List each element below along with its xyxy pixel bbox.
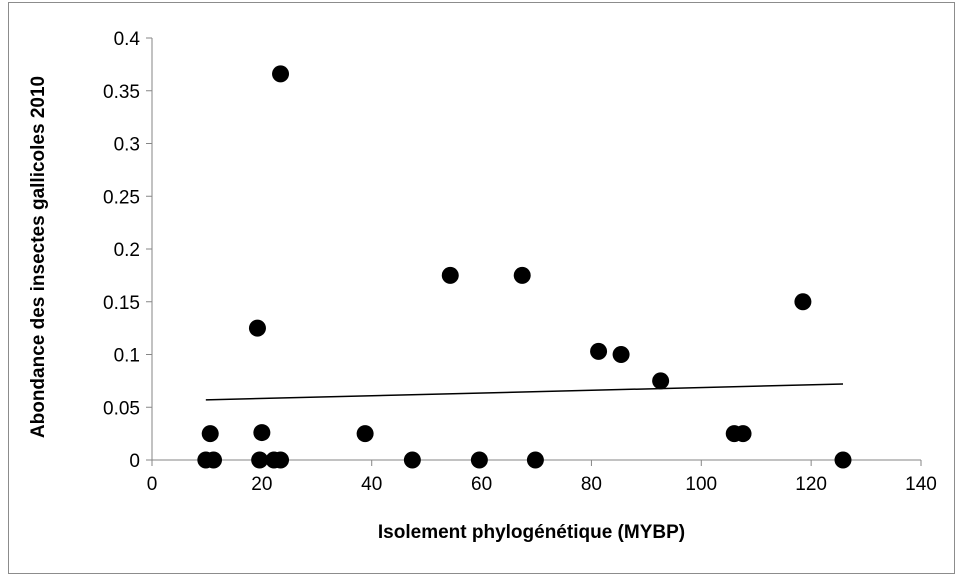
y-tick-label: 0.3 — [114, 135, 140, 156]
y-tick-label: 0.15 — [103, 293, 140, 314]
data-points — [197, 65, 852, 469]
x-tick-label: 80 — [581, 474, 602, 495]
x-tick-label: 140 — [905, 474, 937, 495]
data-point — [652, 372, 670, 390]
y-tick-label: 0.35 — [103, 82, 140, 103]
x-tick-label: 20 — [251, 474, 272, 495]
data-point — [734, 425, 752, 443]
data-point — [794, 293, 812, 311]
x-tick-label: 0 — [147, 474, 158, 495]
data-point — [513, 266, 531, 284]
data-point — [403, 451, 421, 469]
trendline — [205, 383, 844, 401]
x-tick-label: 60 — [471, 474, 492, 495]
data-point — [612, 346, 630, 363]
data-point — [834, 451, 852, 469]
data-point — [441, 266, 459, 284]
data-point — [205, 451, 223, 469]
data-point — [248, 319, 266, 337]
data-point — [590, 342, 608, 360]
data-point — [201, 425, 219, 443]
axes — [151, 38, 921, 461]
y-tick-label: 0.05 — [103, 398, 140, 419]
data-point — [272, 65, 290, 83]
x-tick-label: 40 — [361, 474, 382, 495]
x-tick-label: 120 — [795, 474, 827, 495]
data-point — [251, 451, 269, 469]
y-axis-title: Abondance des insectes gallicoles 2010 — [28, 76, 49, 438]
data-point — [272, 451, 290, 469]
y-tick-label: 0.2 — [114, 240, 140, 261]
data-point — [470, 451, 488, 469]
x-axis-title: Isolement phylogénétique (MYBP) — [378, 522, 685, 543]
y-tick-label: 0.25 — [103, 187, 140, 208]
chart-frame — [8, 2, 955, 574]
y-tick-label: 0.1 — [114, 346, 140, 367]
trendline-group — [205, 383, 844, 401]
y-axis-ticks: 0 0.05 0.1 0.15 0.2 0.25 0.3 0.35 0.4 — [103, 29, 152, 472]
y-tick-label: 0.4 — [114, 29, 141, 50]
x-tick-label: 100 — [685, 474, 717, 495]
data-point — [356, 425, 374, 443]
data-point — [526, 451, 544, 469]
y-tick-label: 0 — [129, 451, 140, 472]
data-point — [253, 424, 271, 442]
